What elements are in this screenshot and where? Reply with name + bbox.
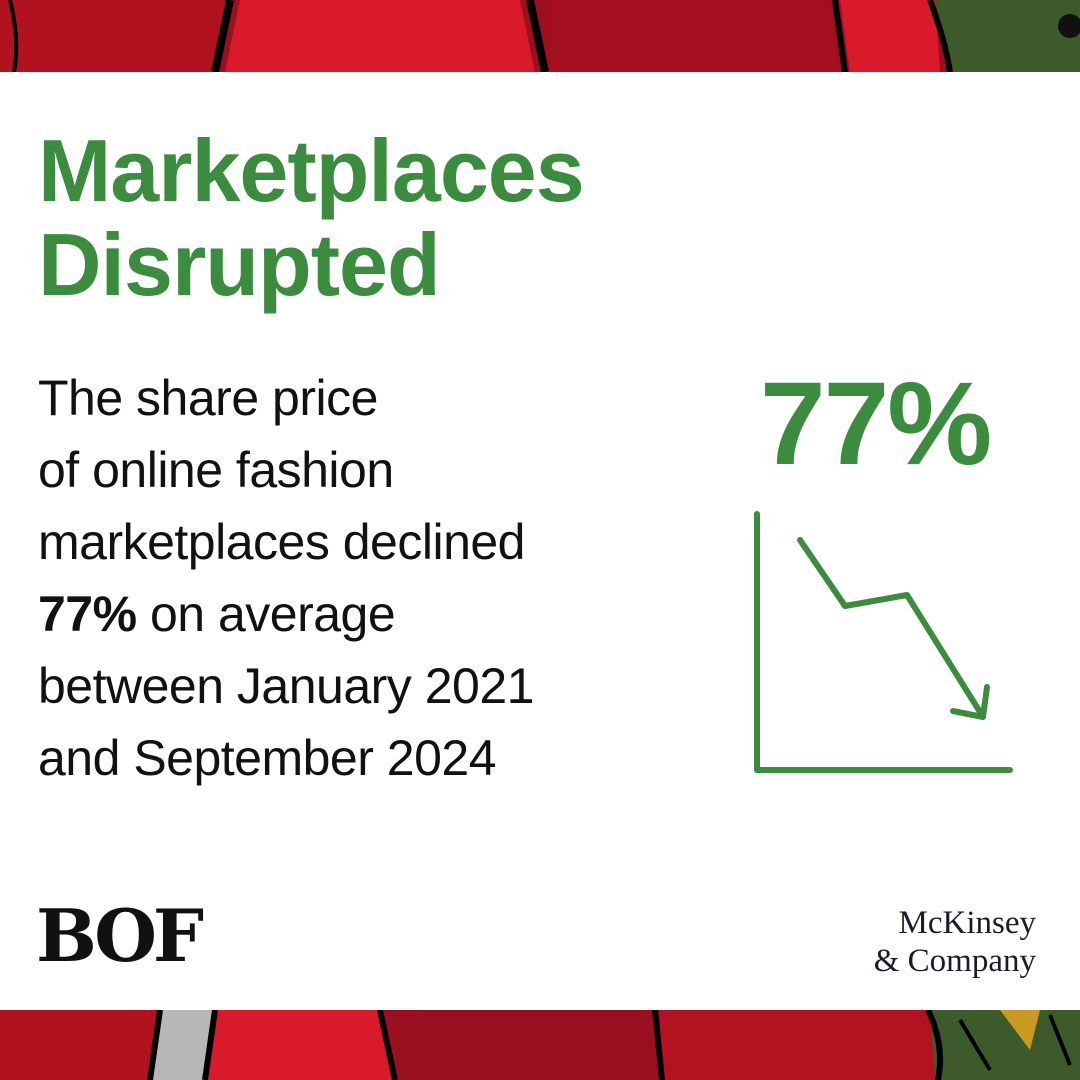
mckinsey-logo-line-1: McKinsey (898, 905, 1036, 941)
body-text: The share price of online fashion market… (38, 362, 678, 794)
headline-line-1: Marketplaces (38, 121, 585, 220)
declining-line-chart-icon (754, 511, 1013, 773)
mckinsey-logo-line-2: & Company (873, 943, 1036, 979)
headline-line-2: Disrupted (38, 215, 441, 314)
bottom-decorative-band (0, 1010, 1080, 1080)
content-card: Marketplaces Disrupted The share price o… (0, 72, 1080, 1010)
body-line-3: marketplaces declined (38, 514, 526, 570)
body-line-4-rest: on average (136, 586, 396, 642)
body-highlight-value: 77% (38, 586, 137, 642)
body-line-4: 77% on average (38, 578, 678, 650)
body-line-2: of online fashion (38, 442, 394, 498)
bof-logo: BOF (36, 893, 204, 978)
mckinsey-logo: McKinsey & Company (874, 904, 1036, 980)
body-line-5: between January 2021 (38, 658, 534, 714)
stat-value: 77% (760, 358, 992, 490)
body-line-1: The share price (38, 370, 378, 426)
body-line-6: and September 2024 (38, 730, 497, 786)
top-decorative-band (0, 0, 1080, 72)
headline: Marketplaces Disrupted (38, 121, 585, 314)
